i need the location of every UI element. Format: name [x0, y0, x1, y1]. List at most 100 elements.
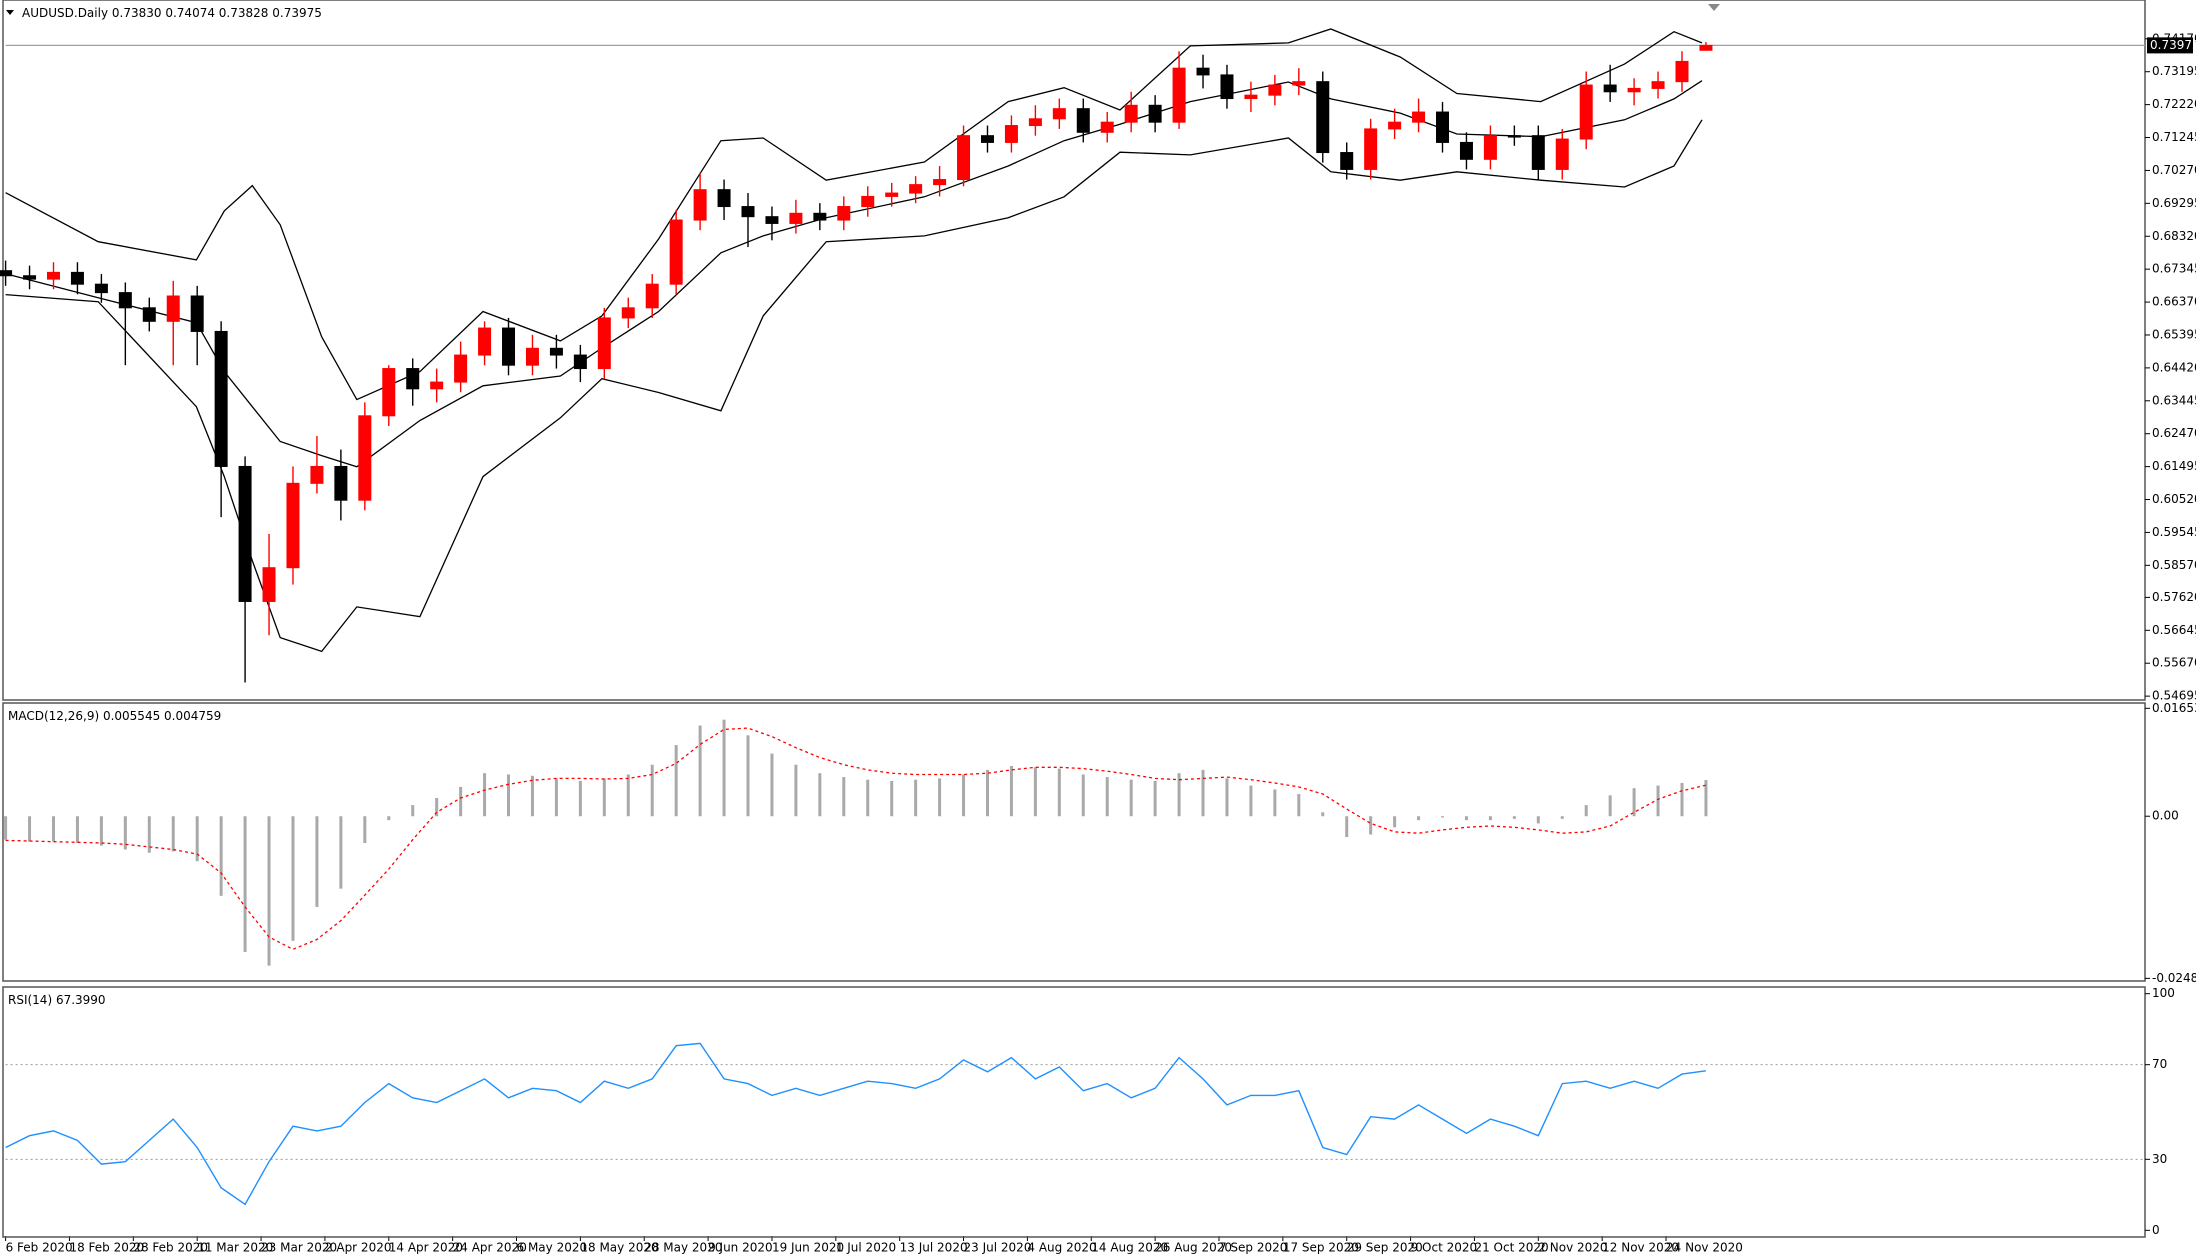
candle-body	[1004, 125, 1018, 143]
ohlc-label: 0.73975	[272, 6, 322, 20]
macd-bar	[387, 816, 391, 821]
x-tick-label: 29 Sep 2020	[1347, 1241, 1423, 1255]
macd-bar	[1680, 782, 1684, 817]
x-tick-label: 7 Sep 2020	[1219, 1241, 1287, 1255]
y-tick-label: 100	[2152, 986, 2175, 1000]
x-tick-label: 24 Nov 2020	[1666, 1241, 1743, 1255]
y-tick-label: 0.69295	[2152, 196, 2196, 210]
candle-body	[430, 381, 444, 390]
macd-bar	[674, 745, 678, 817]
macd-bar	[554, 778, 558, 817]
macd-bar	[459, 786, 463, 817]
signal-line	[5, 727, 1707, 951]
candle-body	[1699, 44, 1713, 51]
candle-body	[502, 327, 516, 366]
candle-body	[1172, 67, 1186, 123]
candle-body	[549, 347, 563, 356]
macd-bar	[602, 778, 606, 817]
candle-body	[1436, 111, 1450, 143]
x-tick-label: 1 Jul 2020	[836, 1241, 896, 1255]
candle-body	[573, 354, 587, 370]
panel-frame	[2, 0, 2146, 701]
candle-body	[70, 271, 84, 285]
candle-body	[0, 270, 13, 277]
candle-body	[1483, 135, 1497, 160]
candle-body	[789, 212, 803, 224]
macd-bar	[1369, 816, 1373, 835]
macd-bar	[1441, 816, 1445, 818]
candle-body	[334, 465, 348, 501]
candle-body	[1316, 81, 1330, 154]
last-price-label: 0.73975	[2150, 38, 2196, 52]
macd-bar	[1488, 816, 1492, 821]
candle-body	[310, 465, 324, 484]
macd-bar	[243, 816, 247, 952]
x-tick-label: 6 May 2020	[517, 1241, 588, 1255]
shift-marker	[1708, 4, 1720, 11]
x-tick-label: 14 Aug 2020	[1091, 1241, 1168, 1255]
y-tick-label: 0	[2152, 1223, 2160, 1237]
x-tick-label: 2 Nov 2020	[1538, 1241, 1607, 1255]
y-tick-label: 0.61495	[2152, 459, 2196, 473]
macd-bar	[1656, 785, 1660, 817]
candle-body	[525, 347, 539, 366]
candle-body	[406, 368, 420, 390]
macd-bar	[1512, 816, 1516, 819]
candle-body	[1052, 108, 1066, 120]
macd-bar	[578, 780, 582, 817]
candle-body	[1388, 121, 1402, 130]
macd-bar	[770, 753, 774, 817]
macd-bar	[1297, 794, 1301, 817]
candle-body	[382, 368, 396, 417]
macd-bar	[1201, 769, 1205, 817]
y-tick-label: 0.71245	[2152, 130, 2196, 144]
macd-bar	[171, 816, 175, 852]
panel-title-text: MACD(12,26,9) 0.005545 0.004759	[8, 709, 221, 723]
macd-bar	[626, 774, 630, 817]
y-tick-label: 0.67345	[2152, 262, 2196, 276]
x-tick-label: 18 May 2020	[580, 1241, 658, 1255]
candle-body	[1531, 135, 1545, 170]
macd-bar	[507, 774, 511, 817]
candle-body	[1364, 128, 1378, 170]
candle-body	[1124, 104, 1138, 123]
macd-bar	[1081, 774, 1085, 817]
candle-body	[262, 567, 276, 602]
panel-title: RSI(14) 67.3990	[8, 993, 106, 1007]
x-tick-label: 18 Feb 2020	[69, 1241, 144, 1255]
y-tick-label: 30	[2152, 1152, 2167, 1166]
candle-body	[1100, 121, 1114, 133]
macd-bar	[1464, 816, 1468, 821]
macd-bar	[1704, 780, 1708, 817]
candle-body	[214, 330, 228, 467]
macd-bar	[1153, 780, 1157, 817]
macd-bar	[123, 816, 127, 850]
macd-bar	[890, 780, 894, 817]
y-tick-label: 0.56645	[2152, 623, 2196, 637]
panel-title-text: AUDUSD.Daily	[22, 6, 108, 20]
candle-body	[46, 271, 60, 280]
candle-body	[741, 206, 755, 218]
y-tick-label: 0.016538	[2152, 701, 2196, 715]
macd-bar	[866, 779, 870, 817]
macd-bar	[267, 816, 271, 966]
candle-body	[957, 135, 971, 181]
last-price-box	[2147, 37, 2193, 54]
macd-bar	[28, 816, 32, 842]
macd-bar	[315, 816, 319, 907]
candle-body	[693, 189, 707, 221]
candle-body	[1220, 74, 1234, 100]
candle-body	[861, 195, 875, 208]
y-tick-label: 70	[2152, 1057, 2167, 1071]
bollinger-lower	[5, 119, 1703, 653]
candle-body	[837, 206, 851, 221]
x-tick-label: 17 Sep 2020	[1283, 1241, 1359, 1255]
panel-frame	[2, 702, 2146, 982]
candle-body	[1651, 81, 1665, 89]
x-tick-label: 19 Jun 2020	[772, 1241, 844, 1255]
